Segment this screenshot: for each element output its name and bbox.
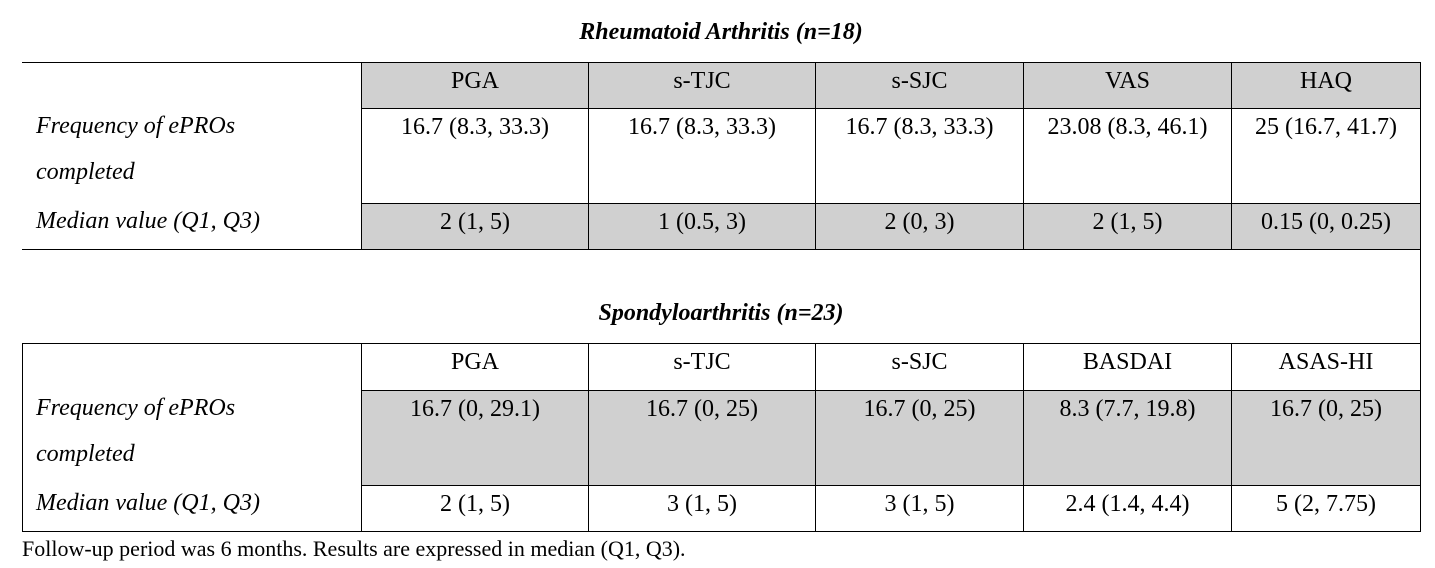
table-cell: 0.15 (0, 0.25) <box>1231 203 1421 250</box>
table-cell: 3 (1, 5) <box>815 485 1024 532</box>
table-cell: 2 (1, 5) <box>361 485 589 532</box>
column-header: s-TJC <box>588 62 816 109</box>
column-header: PGA <box>361 343 589 391</box>
table-cell: 2.4 (1.4, 4.4) <box>1023 485 1232 532</box>
column-header: s-TJC <box>588 343 816 391</box>
column-header: PGA <box>361 62 589 109</box>
table-cell: 23.08 (8.3, 46.1) <box>1023 108 1232 204</box>
column-header: s-SJC <box>815 343 1024 391</box>
column-header: VAS <box>1023 62 1232 109</box>
table-cell: 8.3 (7.7, 19.8) <box>1023 390 1232 486</box>
column-header: ASAS-HI <box>1231 343 1421 391</box>
column-header: BASDAI <box>1023 343 1232 391</box>
row-label: Frequency of ePROs completed <box>36 395 236 467</box>
table-cell: 16.7 (0, 25) <box>1231 390 1421 486</box>
table-cell: 16.7 (8.3, 33.3) <box>815 108 1024 204</box>
footnote: Follow-up period was 6 months. Results a… <box>22 536 686 561</box>
table-border <box>1420 249 1421 343</box>
table-cell: 16.7 (8.3, 33.3) <box>588 108 816 204</box>
row-label: Median value (Q1, Q3) <box>36 208 260 234</box>
table-border <box>22 343 23 531</box>
table-cell: 16.7 (0, 25) <box>588 390 816 486</box>
table-cell: 16.7 (8.3, 33.3) <box>361 108 589 204</box>
table-cell: 25 (16.7, 41.7) <box>1231 108 1421 204</box>
table-cell: 16.7 (0, 29.1) <box>361 390 589 486</box>
table-cell: 1 (0.5, 3) <box>588 203 816 250</box>
column-header: HAQ <box>1231 62 1421 109</box>
table-cell: 3 (1, 5) <box>588 485 816 532</box>
table-cell: 16.7 (0, 25) <box>815 390 1024 486</box>
table-title: Spondyloarthritis (n=23) <box>598 300 844 326</box>
row-label: Median value (Q1, Q3) <box>36 490 260 516</box>
row-label: Frequency of ePROs completed <box>36 113 236 185</box>
column-header: s-SJC <box>815 62 1024 109</box>
table-cell: 2 (1, 5) <box>361 203 589 250</box>
table-cell: 2 (1, 5) <box>1023 203 1232 250</box>
table-cell: 5 (2, 7.75) <box>1231 485 1421 532</box>
table-cell: 2 (0, 3) <box>815 203 1024 250</box>
table-title: Rheumatoid Arthritis (n=18) <box>579 19 863 45</box>
